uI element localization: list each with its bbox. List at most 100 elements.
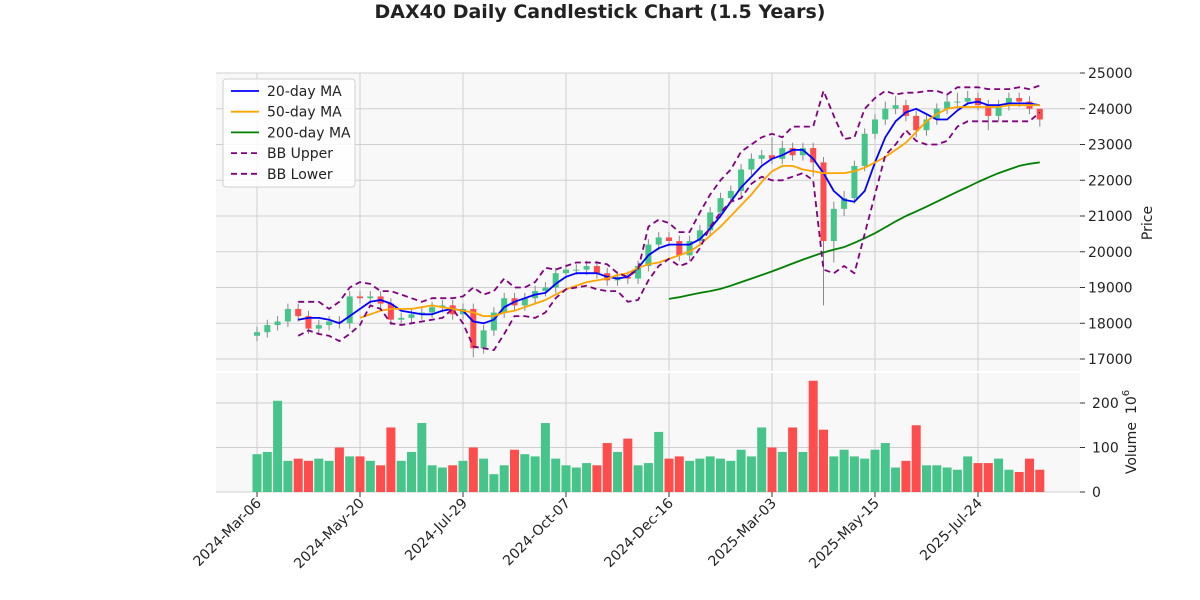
volume-bar bbox=[324, 460, 334, 492]
candle-body bbox=[985, 105, 992, 116]
volume-bar bbox=[510, 449, 519, 492]
volume-axis-label: Volume 106 bbox=[1121, 390, 1140, 474]
volume-bar bbox=[334, 447, 344, 492]
volume-bar bbox=[911, 425, 921, 492]
price-tick-label: 18000 bbox=[1088, 316, 1133, 332]
candles bbox=[254, 90, 1043, 358]
candle-body bbox=[449, 305, 456, 315]
volume-bar bbox=[448, 465, 458, 492]
volume-bar bbox=[860, 458, 870, 492]
candle-body bbox=[830, 208, 837, 242]
volume-bar bbox=[427, 465, 437, 492]
volume-bar bbox=[963, 456, 973, 492]
volume-bar bbox=[602, 443, 612, 492]
candle-body bbox=[923, 119, 930, 131]
legend-box bbox=[222, 78, 356, 188]
candle-body bbox=[274, 321, 281, 326]
candle-body bbox=[995, 105, 1002, 116]
volume-bar bbox=[355, 456, 365, 492]
volume-bar bbox=[880, 443, 890, 492]
chart-title: DAX40 Daily Candlestick Chart (1.5 Years… bbox=[375, 1, 826, 23]
legend-label: 20-day MA bbox=[267, 84, 342, 100]
price-tick-label: 17000 bbox=[1088, 352, 1133, 368]
volume-bar bbox=[407, 451, 416, 492]
volume-bar bbox=[757, 427, 767, 492]
volume-bar bbox=[664, 458, 674, 492]
candle-body bbox=[892, 105, 899, 109]
volume-bar bbox=[386, 427, 396, 492]
volume-bar bbox=[417, 423, 427, 492]
candle-body bbox=[717, 198, 724, 213]
x-tick-label: 2025-Jul-24 bbox=[917, 495, 986, 564]
volume-bar bbox=[551, 458, 561, 492]
bb-lower-line bbox=[297, 111, 1041, 352]
volume-bar bbox=[530, 456, 540, 492]
indicator-lines bbox=[297, 84, 1041, 352]
volume-bar bbox=[932, 465, 942, 492]
volume-bar bbox=[1014, 471, 1024, 492]
volume-bar bbox=[695, 458, 705, 492]
candle-body bbox=[1005, 98, 1012, 106]
x-tick-label: 2025-Mar-03 bbox=[706, 496, 780, 570]
volume-bar bbox=[973, 463, 983, 492]
candle-body bbox=[686, 241, 693, 256]
candle-body bbox=[872, 119, 878, 134]
candle-body bbox=[841, 198, 848, 209]
price-tick-label: 21000 bbox=[1088, 209, 1133, 225]
candle-body bbox=[758, 155, 765, 159]
volume-bar bbox=[345, 456, 355, 492]
candle-body bbox=[398, 317, 405, 320]
volume-bar bbox=[994, 458, 1004, 492]
volume-bar bbox=[643, 463, 653, 492]
volume-bar bbox=[273, 400, 283, 492]
candle-body bbox=[326, 321, 333, 326]
x-tick-label: 2024-Dec-16 bbox=[601, 495, 676, 570]
volume-bar bbox=[479, 458, 489, 492]
x-tick-label: 2025-May-15 bbox=[806, 496, 883, 573]
candle-body bbox=[738, 169, 745, 191]
volume-bar bbox=[262, 451, 272, 492]
volume-bar bbox=[674, 456, 684, 492]
candle-body bbox=[315, 325, 322, 329]
candle-body bbox=[913, 115, 920, 131]
volume-bar bbox=[582, 463, 592, 492]
volume-label-text: Volume bbox=[1124, 422, 1140, 474]
ma50-line bbox=[359, 104, 1040, 319]
x-tick-label: 2024-Jul-29 bbox=[402, 496, 471, 565]
volume-bar bbox=[685, 460, 695, 492]
volume-tick-label: 200 bbox=[1092, 396, 1119, 412]
price-tick-label: 25000 bbox=[1088, 66, 1133, 82]
volume-bar bbox=[798, 451, 808, 492]
price-tick-label: 19000 bbox=[1088, 281, 1133, 297]
volume-bar bbox=[365, 460, 375, 492]
volume-bars bbox=[252, 380, 1045, 492]
volume-bar bbox=[829, 456, 839, 492]
candle-body bbox=[666, 237, 672, 242]
volume-bar bbox=[839, 449, 849, 492]
legend-label: 50-day MA bbox=[267, 105, 342, 121]
legend: 20-day MA 50-day MA 200-day MA BB Upper BB L… bbox=[222, 78, 356, 188]
ma200-line bbox=[668, 161, 1040, 300]
volume-bar bbox=[777, 451, 787, 492]
volume-bar bbox=[901, 460, 911, 492]
candle-body bbox=[635, 266, 642, 279]
volume-bar bbox=[561, 465, 571, 492]
volume-bar bbox=[726, 460, 736, 492]
volume-bar bbox=[746, 456, 756, 492]
candle-body bbox=[696, 230, 703, 242]
volume-bar bbox=[1004, 469, 1014, 492]
candle-body bbox=[295, 308, 302, 317]
volume-bar bbox=[499, 465, 509, 492]
price-tick-label: 23000 bbox=[1088, 138, 1133, 154]
candle-body bbox=[573, 269, 580, 271]
candle-body bbox=[429, 307, 436, 313]
volume-bar bbox=[654, 431, 664, 492]
price-tick-label: 20000 bbox=[1088, 245, 1133, 261]
candle-body bbox=[727, 190, 734, 199]
legend-label: BB Upper bbox=[267, 146, 333, 162]
volume-bar bbox=[788, 427, 798, 492]
volume-bar bbox=[314, 458, 324, 492]
volume-bar bbox=[252, 454, 262, 492]
volume-bar bbox=[942, 467, 952, 492]
